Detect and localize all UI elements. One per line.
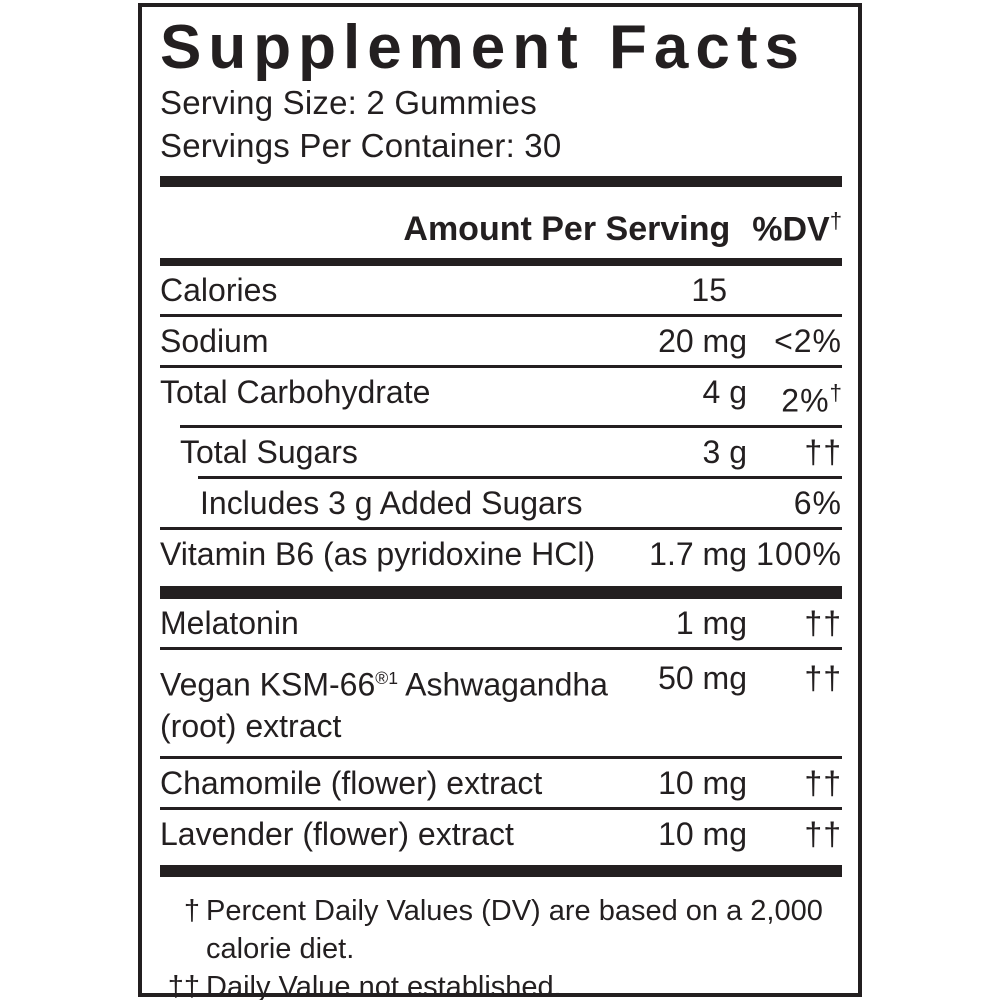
dv-dagger: † [829, 380, 842, 406]
nutrient-name: Melatonin [160, 604, 299, 641]
table-row-chamomile: Chamomile (flower) extract 10 mg †† [160, 759, 842, 807]
row-divider [160, 646, 842, 650]
double-dagger-symbol: †† [167, 970, 200, 1000]
dv-header: %DV† [752, 208, 842, 249]
nutrient-dv: †† [804, 604, 842, 641]
table-row-added-sugars: Includes 3 g Added Sugars 6% [160, 479, 842, 527]
table-row-melatonin: Melatonin 1 mg †† [160, 599, 842, 647]
nutrient-amount: 10 mg [658, 764, 747, 801]
nutrient-dv: 100% [756, 535, 842, 572]
servings-per-container: Servings Per Container: 30 [160, 127, 562, 164]
nutrient-dv: †† [804, 433, 842, 470]
nutrient-name: Includes 3 g Added Sugars [200, 484, 583, 521]
row-divider-indented [180, 424, 842, 428]
nutrient-name: Total Carbohydrate [160, 374, 431, 411]
nutrient-name: Lavender (flower) extract [160, 815, 514, 852]
nutrient-amount: 10 mg [658, 815, 747, 852]
separator-bar-top [160, 176, 842, 187]
row-divider [160, 755, 842, 759]
nutrient-dv: <2% [774, 323, 842, 360]
footnotes: † Percent Daily Values (DV) are based on… [160, 892, 842, 1000]
dv-header-dagger: † [829, 208, 842, 233]
nutrient-dv: †† [804, 764, 842, 801]
nutrient-dv: †† [804, 815, 842, 852]
separator-bar-header [160, 258, 842, 267]
row-divider-indented [198, 475, 842, 479]
nutrient-amount: 15 [691, 272, 727, 309]
table-row-total-sugars: Total Sugars 3 g †† [160, 428, 842, 476]
nutrient-amount: 1 mg [675, 604, 747, 641]
table-row-sodium: Sodium 20 mg <2% [160, 317, 842, 365]
row-divider [160, 314, 842, 318]
row-divider [160, 365, 842, 369]
table-row-vitamin-b6: Vitamin B6 (as pyridoxine HCl) 1.7 mg 10… [160, 530, 842, 578]
nutrient-name: Total Sugars [180, 433, 358, 470]
footnote-dv-basis: † Percent Daily Values (DV) are based on… [160, 892, 842, 968]
row-divider [160, 806, 842, 810]
nutrient-name: Sodium [160, 323, 269, 360]
nutrient-amount: 20 mg [658, 323, 747, 360]
nutrient-dv: †† [804, 659, 842, 696]
column-header: Amount Per Serving %DV† [160, 187, 842, 258]
amount-per-serving-header: Amount Per Serving [403, 210, 731, 249]
footnote-text: Daily Value not established. [206, 970, 562, 1000]
table-row-ashwagandha: Vegan KSM-66®1 Ashwagandha (root) extrac… [160, 650, 842, 756]
separator-bar-bottom [160, 864, 842, 877]
row-divider [160, 526, 842, 530]
serving-size: Serving Size: 2 Gummies [160, 84, 537, 121]
nutrient-amount: 3 g [702, 433, 747, 470]
registered-trademark-sup: ®1 [375, 667, 398, 688]
panel-title: Supplement Facts [160, 13, 806, 82]
nutrient-name: Vegan KSM-66®1 Ashwagandha (root) extrac… [160, 666, 608, 744]
supplement-facts-panel: Supplement Facts Serving Size: 2 Gummies… [138, 3, 862, 1000]
table-row-lavender: Lavender (flower) extract 10 mg †† [160, 810, 842, 858]
dagger-symbol: † [183, 894, 200, 927]
separator-bar-mid [160, 585, 842, 599]
footnote-dv-not-established: †† Daily Value not established. [160, 968, 842, 1000]
table-row-total-carbohydrate: Total Carbohydrate 4 g 2%† [160, 368, 842, 425]
nutrient-amount: 50 mg [658, 659, 747, 696]
nutrient-name: Chamomile (flower) extract [160, 764, 543, 801]
footnote-text: Percent Daily Values (DV) are based on a… [206, 894, 823, 965]
nutrient-name: Calories [160, 272, 278, 309]
nutrient-dv: 2%† [781, 380, 842, 419]
table-row-calories: Calories 15 [160, 266, 842, 314]
nutrient-dv: 6% [793, 484, 842, 521]
nutrient-amount: 1.7 mg [649, 535, 747, 572]
nutrient-name: Vitamin B6 (as pyridoxine HCl) [160, 535, 596, 572]
nutrient-amount: 4 g [702, 374, 747, 411]
